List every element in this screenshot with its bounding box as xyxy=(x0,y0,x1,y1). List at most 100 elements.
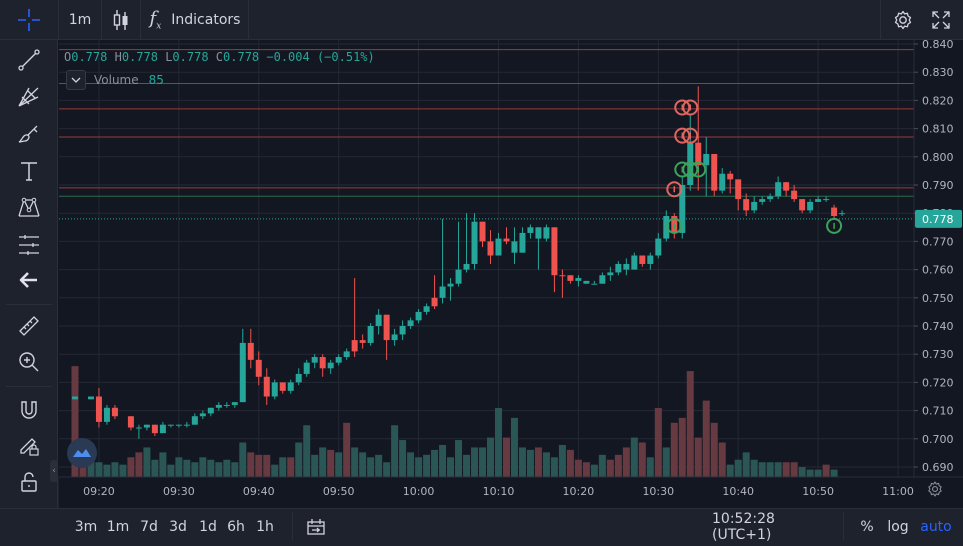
settings-icon[interactable] xyxy=(886,0,920,40)
close-value: 0.778 xyxy=(223,50,260,64)
candle-body xyxy=(519,232,526,253)
volume-bar xyxy=(614,454,622,477)
candle-body xyxy=(711,153,718,191)
candle-body xyxy=(759,199,766,202)
volume-bar xyxy=(638,442,646,477)
zoom-icon[interactable] xyxy=(0,344,58,380)
candles-icon[interactable] xyxy=(103,0,139,40)
price-tick-label: 0.820 xyxy=(922,94,954,107)
volume-bar xyxy=(590,464,598,477)
candle-body xyxy=(167,424,174,426)
range-3d[interactable]: 3d xyxy=(169,519,187,535)
fullscreen-icon[interactable] xyxy=(924,0,958,40)
time-tick-label: 09:40 xyxy=(243,485,275,498)
pattern-icon[interactable] xyxy=(0,190,58,226)
volume-bar xyxy=(646,457,654,477)
candle-body xyxy=(447,283,454,287)
volume-bar xyxy=(319,447,327,477)
candle-body xyxy=(247,342,254,360)
log-toggle[interactable]: log xyxy=(887,519,909,535)
back-arrow-icon[interactable] xyxy=(0,262,58,298)
volume-bar xyxy=(606,459,614,477)
candle-body xyxy=(535,227,542,239)
candle-body xyxy=(831,207,838,217)
candle-body xyxy=(423,306,430,312)
ohlc-legend: O0.778 H0.778 L0.778 C0.778 −0.004 (−0.5… xyxy=(64,50,375,64)
price-tick-label: 0.720 xyxy=(922,376,954,389)
volume-bar xyxy=(415,457,423,477)
trend-line-icon[interactable] xyxy=(0,42,58,78)
candle-body xyxy=(215,404,222,408)
candle-body xyxy=(231,402,238,405)
price-tick-label: 0.690 xyxy=(922,461,954,474)
volume-bar xyxy=(271,464,279,477)
percent-toggle[interactable]: % xyxy=(860,519,874,535)
buy-marker xyxy=(690,161,707,178)
volume-value: 85 xyxy=(148,73,164,87)
gear-icon[interactable] xyxy=(926,480,948,502)
time-tick-label: 09:50 xyxy=(323,485,355,498)
candle-body xyxy=(311,357,318,363)
collapse-button[interactable] xyxy=(66,70,86,90)
price-tick-label: 0.700 xyxy=(922,433,954,446)
candle-body xyxy=(327,362,334,369)
toolbar-separator xyxy=(880,0,881,40)
interval-button[interactable]: 1m xyxy=(68,12,92,28)
volume-bar xyxy=(359,452,367,477)
ruler-icon[interactable] xyxy=(0,308,58,344)
volume-bar xyxy=(263,454,271,477)
price-tick-label: 0.830 xyxy=(922,66,954,79)
lock-icon[interactable] xyxy=(0,464,58,500)
indicators-button[interactable]: fx Indicators xyxy=(142,0,248,40)
candle-body xyxy=(815,199,822,202)
volume-bar xyxy=(447,457,455,477)
logo-icon[interactable] xyxy=(67,438,97,468)
candle-body xyxy=(207,407,214,414)
volume-label: Volume xyxy=(94,73,139,87)
candle-body xyxy=(455,269,462,284)
panel-collapse-handle[interactable]: ‹ xyxy=(50,460,58,482)
volume-bar xyxy=(287,457,295,477)
range-3m[interactable]: 3m xyxy=(74,519,98,535)
range-6h[interactable]: 6h xyxy=(227,519,245,535)
range-1m[interactable]: 1m xyxy=(106,519,130,535)
volume-bar xyxy=(582,462,590,477)
range-7d[interactable]: 7d xyxy=(140,519,158,535)
volume-bar xyxy=(806,469,814,477)
text-icon[interactable] xyxy=(0,153,58,189)
candle-body xyxy=(495,238,502,256)
volume-bar xyxy=(734,459,742,477)
crosshair-icon[interactable] xyxy=(0,0,58,40)
volume-bar xyxy=(399,440,407,477)
candle-body xyxy=(567,275,574,281)
candle-body xyxy=(807,201,814,211)
volume-bar xyxy=(471,447,479,477)
measure-icon[interactable] xyxy=(0,227,58,263)
volume-bar xyxy=(279,457,287,477)
volume-bar xyxy=(479,447,487,477)
candle-body xyxy=(431,297,438,307)
candle-body xyxy=(135,427,142,429)
auto-toggle[interactable]: auto xyxy=(920,519,952,535)
candle-body xyxy=(607,272,614,276)
volume-bar xyxy=(758,462,766,477)
clock-readout: 10:52:28 (UTC+1) xyxy=(712,511,775,543)
lock-pencil-icon[interactable] xyxy=(0,428,58,464)
candle-body xyxy=(351,340,358,352)
magnet-icon[interactable] xyxy=(0,392,58,428)
volume-bar xyxy=(566,449,574,477)
brush-icon[interactable] xyxy=(0,116,58,152)
range-1d[interactable]: 1d xyxy=(199,519,217,535)
volume-bar xyxy=(407,452,415,477)
time-tick-label: 10:20 xyxy=(563,485,595,498)
toolbar-separator xyxy=(292,512,293,540)
time-tick-label: 09:20 xyxy=(83,485,115,498)
fib-icon[interactable] xyxy=(0,79,58,115)
buy-marker xyxy=(682,161,699,178)
compare-icon[interactable] xyxy=(302,508,330,546)
range-1h[interactable]: 1h xyxy=(256,519,274,535)
volume-bar xyxy=(375,454,383,477)
volume-bar xyxy=(327,449,335,477)
candle-body xyxy=(191,416,198,425)
